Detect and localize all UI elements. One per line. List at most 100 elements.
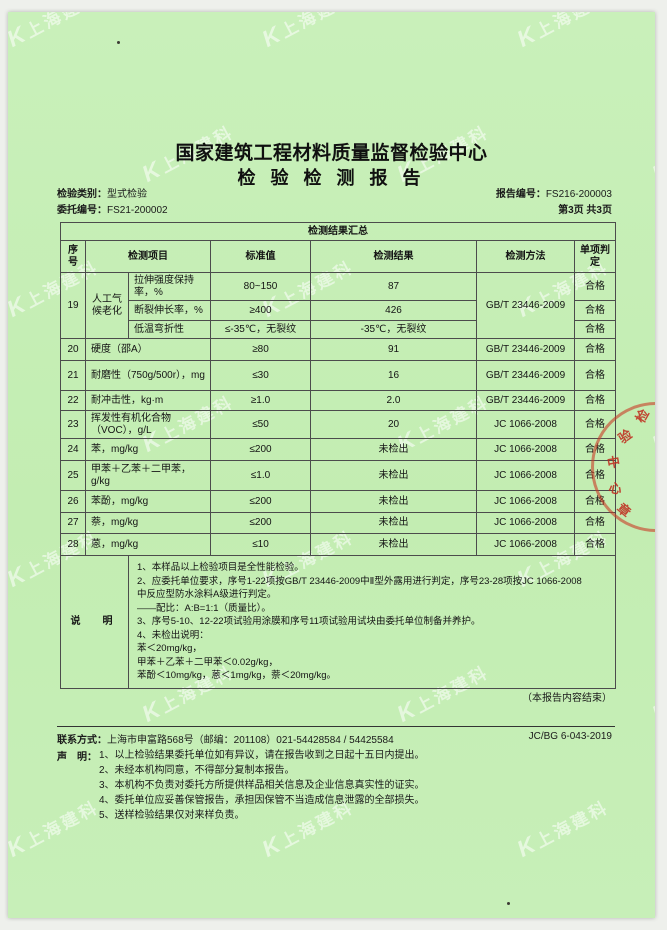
cell-standard: ≤30 bbox=[210, 360, 311, 391]
cell-method: JC 1066-2008 bbox=[476, 490, 575, 513]
cell-result: 91 bbox=[310, 338, 477, 361]
note-line: 2、应委托单位要求，序号1-22项按GB/T 23446-2009中Ⅱ型外露用进… bbox=[137, 575, 582, 587]
cell-standard: ≤200 bbox=[210, 490, 311, 513]
note-line: 1、本样品以上检验项目是全性能检验。 bbox=[137, 562, 304, 573]
cell-seq: 24 bbox=[60, 438, 86, 461]
col-header-seq: 序号 bbox=[60, 240, 86, 273]
cell-result: 87 bbox=[310, 272, 477, 301]
cell-item: 蒽，mg/kg bbox=[85, 533, 211, 556]
cell-item: 挥发性有机化合物（VOC），g/L bbox=[85, 410, 211, 439]
note-row: 说 明 1、本样品以上检验项目是全性能检验。 2、应委托单位要求，序号1-22项按G… bbox=[60, 555, 617, 689]
cell-item: 低温弯折性 bbox=[128, 320, 211, 339]
cell-seq: 19 bbox=[60, 272, 86, 339]
footer-divider bbox=[57, 726, 615, 727]
watermark-text: 上海建科 bbox=[22, 12, 103, 42]
meta-commission: 委托编号：FS21-200002 bbox=[57, 204, 168, 217]
cell-standard: ≥1.0 bbox=[210, 390, 311, 411]
cell-item-group: 人工气候老化 bbox=[85, 272, 129, 339]
shjk-logo-icon: K bbox=[137, 697, 163, 727]
table-row: 21 耐磨性（750g/500r），mg ≤30 16 GB/T 23446-2009 合… bbox=[60, 360, 617, 391]
cell-result: 426 bbox=[310, 300, 477, 321]
table-row: 22 耐冲击性，kg·m ≥1.0 2.0 GB/T 23446-2009 合格 bbox=[60, 390, 617, 411]
shjk-logo-icon: K bbox=[512, 22, 538, 52]
table-row: 20 硬度（邵A） ≥80 91 GB/T 23446-2009 合格 bbox=[60, 338, 617, 361]
table-row: 28 蒽，mg/kg ≤10 未检出 JC 1066-2008 合格 bbox=[60, 533, 617, 556]
col-header-method: 检测方法 bbox=[476, 240, 575, 273]
cell-item: 萘，mg/kg bbox=[85, 512, 211, 534]
doc-code: JC/BG 6-043-2019 bbox=[528, 731, 612, 742]
cell-item: 硬度（邵A） bbox=[85, 338, 211, 361]
shjk-logo-icon: K bbox=[8, 292, 28, 322]
cell-verdict: 合格 bbox=[573, 272, 617, 301]
cell-seq: 25 bbox=[60, 460, 86, 491]
note-line: 苯酚＜10mg/kg，蒽＜1mg/kg，萘＜20mg/kg。 bbox=[137, 670, 337, 681]
cell-standard: ≤-35℃，无裂纹 bbox=[210, 320, 311, 339]
note-line: 甲苯＋乙苯＋二甲苯＜0.02g/kg， bbox=[137, 656, 278, 668]
cell-item: 耐磨性（750g/500r），mg bbox=[85, 360, 211, 391]
contact-line: 联系方式：上海市申富路568号（邮编：201108）021-54428584 /… bbox=[57, 731, 394, 746]
table-row: 23 挥发性有机化合物（VOC），g/L ≤50 20 JC 1066-2008 合格 bbox=[60, 410, 617, 439]
cell-seq: 27 bbox=[60, 512, 86, 534]
cell-standard: ≤10 bbox=[210, 533, 311, 556]
table-row: 24 苯，mg/kg ≤200 未检出 JC 1066-2008 合格 bbox=[60, 438, 617, 461]
note-line: ——配比：A:B=1:1（质量比）。 bbox=[137, 602, 271, 614]
table-row: 25 甲苯＋乙苯＋二甲苯，g/kg ≤1.0 未检出 JC 1066-2008 合格 bbox=[60, 460, 617, 491]
declaration-line: 3、本机构不负责对委托方所提供样品相关信息及企业信息真实性的证实。 bbox=[99, 780, 425, 791]
cell-standard: ≤200 bbox=[210, 438, 311, 461]
shjk-logo-icon: K bbox=[512, 832, 538, 862]
note-content: 1、本样品以上检验项目是全性能检验。 2、应委托单位要求，序号1-22项按GB/T… bbox=[127, 555, 617, 689]
watermark-text: 上海建科 bbox=[532, 12, 613, 42]
cell-seq: 22 bbox=[60, 390, 86, 411]
col-header-item: 检测项目 bbox=[85, 240, 211, 273]
report-title: 检 验 检 测 报 告 bbox=[237, 168, 426, 188]
note-line: 4、未检出说明： bbox=[137, 629, 209, 641]
shjk-logo-icon: K bbox=[257, 832, 283, 862]
cell-result: 20 bbox=[310, 410, 477, 439]
cell-item: 耐冲击性，kg·m bbox=[85, 390, 211, 411]
cell-item: 苯，mg/kg bbox=[85, 438, 211, 461]
cell-verdict: 合格 bbox=[573, 320, 617, 339]
results-table: 检测结果汇总 序号 检测项目 标准值 检测结果 检测方法 单项判定 19 人工气候… bbox=[59, 222, 617, 689]
cell-seq: 21 bbox=[60, 360, 86, 391]
meta-report-label: 报告编号： bbox=[495, 189, 546, 200]
cell-method: JC 1066-2008 bbox=[476, 438, 575, 461]
col-header-standard: 标准值 bbox=[210, 240, 311, 273]
scan-speck bbox=[507, 902, 510, 905]
note-line: 中反应型防水涂料A级进行判定。 bbox=[137, 589, 277, 600]
table-title: 检测结果汇总 bbox=[59, 222, 617, 241]
declaration-line: 4、委托单位应妥善保管报告，承担因保管不当造成信息泄露的全部损失。 bbox=[99, 795, 425, 806]
table-header-row: 序号 检测项目 标准值 检测结果 检测方法 单项判定 bbox=[60, 240, 617, 273]
table-row: 断裂伸长率，% ≥400 426 合格 bbox=[61, 300, 617, 321]
col-header-verdict: 单项判定 bbox=[573, 240, 617, 273]
table-row: 27 萘，mg/kg ≤200 未检出 JC 1066-2008 合格 bbox=[60, 512, 617, 534]
table-row: 26 苯酚，mg/kg ≤200 未检出 JC 1066-2008 合格 bbox=[60, 490, 617, 513]
cell-seq: 20 bbox=[60, 338, 86, 361]
meta-commission-label: 委托编号： bbox=[57, 205, 107, 216]
note-line: 3、序号5-10、12-22项试验用涂膜和序号11项试验用试块由委托单位制备并养… bbox=[137, 616, 481, 627]
report-page: K上海建科K上海建科K上海建科K上海建科K上海建科K上海建科K上海建科K上海建科… bbox=[8, 12, 655, 918]
cell-method: GB/T 23446-2009 bbox=[476, 338, 575, 361]
end-note: （本报告内容结束） bbox=[522, 693, 612, 704]
cell-result: 16 bbox=[310, 360, 477, 391]
cell-verdict: 合格 bbox=[573, 360, 617, 391]
declaration-line: 2、未经本机构同意，不得部分复制本报告。 bbox=[99, 765, 295, 776]
meta-commission-value: FS21-200002 bbox=[107, 205, 168, 216]
declaration-label: 声 明： bbox=[57, 752, 97, 763]
cell-standard: 80~150 bbox=[210, 272, 311, 301]
scan-speck bbox=[117, 41, 120, 44]
declaration-lines: 1、以上检验结果委托单位如有异议，请在报告收到之日起十五日内提出。 2、未经本机构… bbox=[99, 748, 425, 823]
cell-item: 断裂伸长率，% bbox=[128, 300, 211, 321]
cell-item: 苯酚，mg/kg bbox=[85, 490, 211, 513]
watermark-text: 上海建科 bbox=[277, 12, 358, 42]
cell-seq: 28 bbox=[60, 533, 86, 556]
shjk-logo-icon: K bbox=[8, 22, 28, 52]
cell-result: 未检出 bbox=[310, 533, 477, 556]
contact-value: 上海市申富路568号（邮编：201108）021-54428584 / 5442… bbox=[107, 735, 394, 746]
cell-method: JC 1066-2008 bbox=[476, 533, 575, 556]
cell-verdict: 合格 bbox=[573, 533, 617, 556]
